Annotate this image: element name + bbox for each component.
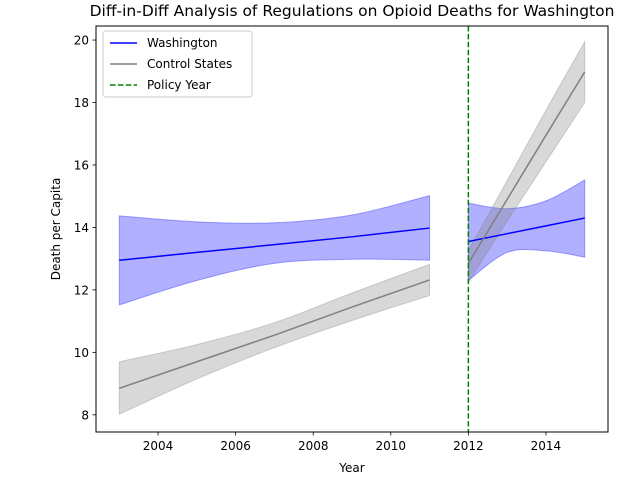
confidence-band-control-states-segment-1: [118, 263, 431, 415]
x-tick-label: 2006: [220, 439, 251, 453]
confidence-band-control-states-segment-2: [467, 39, 586, 284]
plot-frame: [95, 25, 609, 433]
y-tick-label: 20: [74, 34, 89, 48]
series-lines: [119, 71, 586, 389]
confidence-band-washington-segment-1: [118, 194, 431, 306]
x-axis-label: Year: [338, 461, 364, 475]
y-tick-label: 16: [74, 158, 89, 172]
y-tick-label: 18: [74, 96, 89, 110]
x-tick-label: 2010: [376, 439, 407, 453]
x-tick-label: 2004: [143, 439, 174, 453]
chart-title: Diff-in-Diff Analysis of Regulations on …: [90, 2, 615, 20]
y-tick-label: 10: [74, 346, 89, 360]
series-line-washington-segment-1: [119, 227, 430, 261]
series-line-washington-segment-2: [468, 217, 585, 243]
x-tick-label: 2014: [531, 439, 562, 453]
x-tick-label: 2008: [298, 439, 329, 453]
series-line-control-states-segment-1: [119, 279, 430, 389]
y-tick-label: 12: [74, 283, 89, 297]
legend: Washington Control States Policy Year: [102, 30, 253, 98]
legend-label-washington: Washington: [147, 36, 218, 50]
x-tick-label: 2012: [453, 439, 484, 453]
legend-label-control-states: Control States: [147, 57, 232, 71]
x-axis-ticks: 2004 2006 2008 2010 2012 2014: [143, 432, 561, 453]
series-line-control-states-segment-2: [467, 71, 586, 264]
y-tick-label: 14: [74, 221, 89, 235]
y-axis-label: Death per Capita: [49, 178, 63, 281]
legend-label-policy-year: Policy Year: [147, 78, 211, 92]
legend-box: [102, 30, 253, 98]
y-axis-ticks: 8 10 12 14 16 18 20: [74, 34, 96, 422]
y-tick-label: 8: [81, 408, 89, 422]
